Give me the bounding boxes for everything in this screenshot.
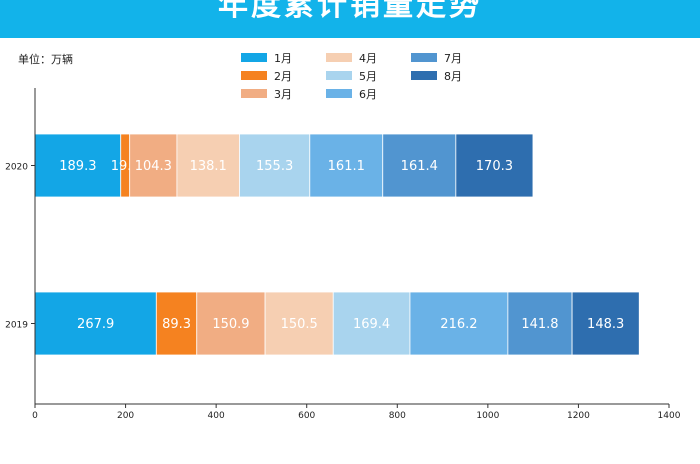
legend-label-3月: 3月: [274, 88, 292, 101]
chart-title: 年度累计销量走势: [218, 0, 482, 23]
x-tick-label-400: 400: [208, 411, 225, 421]
x-tick-label-1400: 1400: [658, 411, 681, 421]
legend-swatch-4月: [326, 53, 352, 62]
x-tick-label-1000: 1000: [476, 411, 499, 421]
data-label-2019-1月: 267.9: [77, 317, 114, 332]
data-label-2020-1月: 189.3: [59, 159, 96, 174]
legend-label-2月: 2月: [274, 70, 292, 83]
legend-swatch-5月: [326, 71, 352, 80]
bar-segment-2020-8月: [455, 133, 534, 198]
bar-segment-2020-7月: [382, 133, 457, 198]
legend-label-7月: 7月: [444, 52, 462, 65]
y-tick-label-2020: 2020: [5, 163, 28, 173]
data-label-2019-6月: 216.2: [440, 317, 477, 332]
bar-segment-2020-1月: [34, 133, 122, 198]
legend-label-8月: 8月: [444, 70, 462, 83]
legend-swatch-6月: [326, 89, 352, 98]
data-label-2019-2月: 89.3: [162, 317, 191, 332]
legend-swatch-2月: [241, 71, 267, 80]
x-tick-label-200: 200: [117, 411, 134, 421]
legend-swatch-8月: [411, 71, 437, 80]
bar-segment-2019-1月: [34, 291, 157, 356]
data-label-2019-5月: 169.4: [353, 317, 390, 332]
bar-segment-2019-7月: [507, 291, 573, 356]
legend-label-6月: 6月: [359, 88, 377, 101]
axes-layer: 2020 2019 0 200 400 600 800 1000 1200 1400: [5, 88, 681, 421]
bar-segment-2019-5月: [332, 291, 411, 356]
legend: 1月 2月 3月 4月 5月 6月 7月 8月: [241, 52, 462, 101]
bar-segment-2019-6月: [409, 291, 509, 356]
legend-swatch-1月: [241, 53, 267, 62]
data-label-2020-5月: 155.3: [256, 159, 293, 174]
data-label-2020-4月: 138.1: [190, 159, 227, 174]
x-tick-label-1200: 1200: [567, 411, 590, 421]
bar-segment-2019-3月: [196, 291, 266, 356]
data-label-2019-4月: 150.5: [281, 317, 318, 332]
data-label-2020-7月: 161.4: [401, 159, 438, 174]
data-label-2019-7月: 141.8: [521, 317, 558, 332]
x-tick-label-600: 600: [298, 411, 315, 421]
legend-label-5月: 5月: [359, 70, 377, 83]
bar-segment-2020-5月: [239, 133, 311, 198]
data-label-2020-8月: 170.3: [476, 159, 513, 174]
legend-label-4月: 4月: [359, 52, 377, 65]
data-label-2020-6月: 161.1: [328, 159, 365, 174]
bar-segment-2019-2月: [155, 291, 198, 356]
x-tick-label-0: 0: [32, 411, 38, 421]
legend-label-1月: 1月: [274, 52, 292, 65]
title-banner: 年度累计销量走势: [0, 0, 700, 38]
legend-swatch-3月: [241, 89, 267, 98]
data-label-2019-8月: 148.3: [587, 317, 624, 332]
bar-segment-2019-4月: [264, 291, 334, 356]
x-tick-label-800: 800: [389, 411, 406, 421]
bar-segment-2019-8月: [571, 291, 640, 356]
data-label-2020-3月: 104.3: [135, 159, 172, 174]
y-tick-label-2019: 2019: [5, 321, 28, 331]
legend-swatch-7月: [411, 53, 437, 62]
unit-label: 单位：万辆: [18, 53, 73, 66]
data-label-2019-3月: 150.9: [212, 317, 249, 332]
